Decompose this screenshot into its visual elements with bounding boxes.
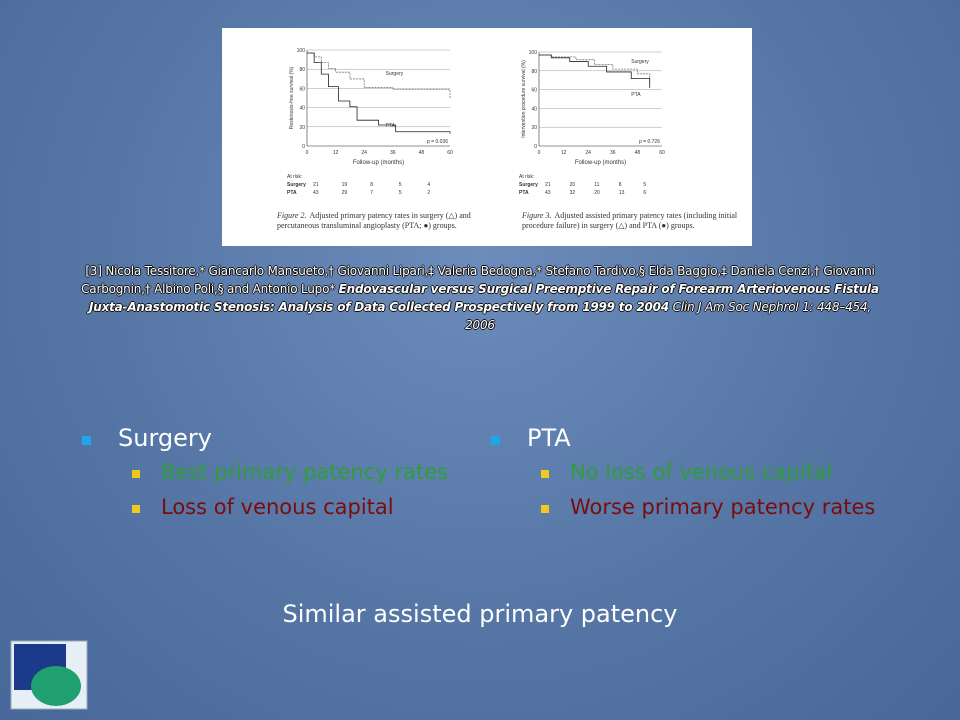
y-tick-label: 0	[302, 144, 305, 150]
figure-panel: 100 80 60 40 20 0 0 12 24 36 48 60 Follow-up (months…	[222, 28, 752, 246]
x-tick-label: 48	[635, 150, 641, 156]
x-tick-label: 24	[361, 150, 367, 156]
at-risk-cell: 13	[619, 190, 625, 196]
logo	[10, 640, 88, 710]
x-tick-label: 0	[538, 150, 541, 156]
series-label: Surgery	[386, 71, 404, 77]
column: PTA No loss of venous capital Worse prim…	[491, 424, 875, 530]
x-tick-label: 36	[390, 150, 396, 156]
logo-circle	[31, 666, 81, 706]
caption-text: Adjusted primary patency rates in surger…	[277, 211, 471, 230]
y-tick-label: 40	[531, 106, 537, 112]
journal: Clin J Am Soc Nephrol 1: 448–454, 2006	[465, 300, 872, 332]
caption-label: Figure 2.	[277, 211, 307, 220]
x-tick-label: 12	[333, 150, 339, 156]
y-tick-label: 100	[297, 48, 306, 54]
series-label: Surgery	[631, 59, 649, 65]
heading: PTA	[491, 424, 875, 460]
at-risk-cell: 7	[370, 190, 373, 196]
at-risk-cell: 32	[570, 190, 576, 196]
at-risk-cell: 2	[427, 190, 430, 196]
at-risk-cell: PTA	[287, 190, 297, 196]
at-risk-cell: 43	[313, 190, 319, 196]
survival-curve	[539, 54, 651, 84]
at-risk-cell: 43	[545, 190, 551, 196]
y-tick-label: 20	[531, 125, 537, 131]
y-tick-label: 20	[299, 125, 305, 131]
x-tick-label: 12	[561, 150, 567, 156]
p-value: p = 0.036	[427, 139, 448, 145]
bullet: Best primary patency rates	[82, 460, 448, 495]
at-risk-title: At risk:	[287, 174, 302, 180]
at-risk-cell: 19	[342, 182, 348, 188]
x-tick-label: 0	[306, 150, 309, 156]
at-risk-cell: Surgery	[519, 182, 538, 188]
heading: Surgery	[82, 424, 448, 460]
series-label: PTA	[386, 123, 396, 129]
x-axis-label: Follow-up (months)	[353, 160, 404, 166]
caption-text: Adjusted assisted primary patency rates …	[522, 211, 738, 230]
bullet: Loss of venous capital	[82, 495, 448, 530]
at-risk-cell: 5	[399, 190, 402, 196]
at-risk-cell: 4	[427, 182, 430, 188]
at-risk-cell: 8	[619, 182, 622, 188]
y-tick-label: 60	[299, 86, 305, 92]
authors: [3] Nicola Tessitore,* Giancarlo Mansuet…	[81, 264, 875, 296]
y-axis-label: Intervention procedure survival (%)	[521, 60, 527, 138]
survival-curve	[539, 54, 651, 88]
citation: [3] Nicola Tessitore,* Giancarlo Mansuet…	[80, 262, 880, 334]
conclusion: Similar assisted primary patency	[282, 600, 678, 628]
y-tick-label: 80	[299, 67, 305, 73]
at-risk-title: At risk:	[519, 174, 534, 180]
y-tick-label: 40	[299, 106, 305, 112]
at-risk-cell: PTA	[519, 190, 529, 196]
at-risk-cell: 5	[643, 182, 646, 188]
survival-curve	[307, 52, 451, 100]
survival-curve	[307, 52, 451, 134]
bullet: Worse primary patency rates	[491, 495, 875, 530]
at-risk-cell: 8	[370, 182, 373, 188]
at-risk-cell: 6	[643, 190, 646, 196]
y-tick-label: 100	[529, 50, 538, 56]
column: Surgery Best primary patency rates Loss …	[82, 424, 448, 530]
at-risk-cell: 20	[594, 190, 600, 196]
x-axis-label: Follow-up (months)	[575, 160, 626, 166]
at-risk-cell: Surgery	[287, 182, 306, 188]
series-label: PTA	[631, 92, 641, 98]
bullet: No loss of venous capital	[491, 460, 875, 495]
caption: Figure 3. Adjusted assisted primary paten…	[522, 211, 754, 231]
x-tick-label: 36	[610, 150, 616, 156]
y-axis-label: Restenosis-free survival (%)	[289, 66, 295, 129]
at-risk-cell: 21	[313, 182, 319, 188]
at-risk-cell: 21	[545, 182, 551, 188]
y-tick-label: 60	[531, 88, 537, 94]
x-tick-label: 48	[419, 150, 425, 156]
y-tick-label: 0	[534, 144, 537, 150]
y-tick-label: 80	[531, 69, 537, 75]
x-tick-label: 24	[585, 150, 591, 156]
caption: Figure 2. Adjusted primary patency rates …	[277, 211, 509, 231]
x-tick-label: 60	[659, 150, 665, 156]
p-value: p = 0.726	[639, 139, 660, 145]
x-tick-label: 60	[447, 150, 453, 156]
at-risk-cell: 20	[570, 182, 576, 188]
paper-title: Endovascular versus Surgical Preemptive …	[88, 282, 879, 314]
at-risk-cell: 29	[342, 190, 348, 196]
caption-label: Figure 3.	[522, 211, 552, 220]
at-risk-cell: 5	[399, 182, 402, 188]
at-risk-cell: 11	[594, 182, 599, 188]
